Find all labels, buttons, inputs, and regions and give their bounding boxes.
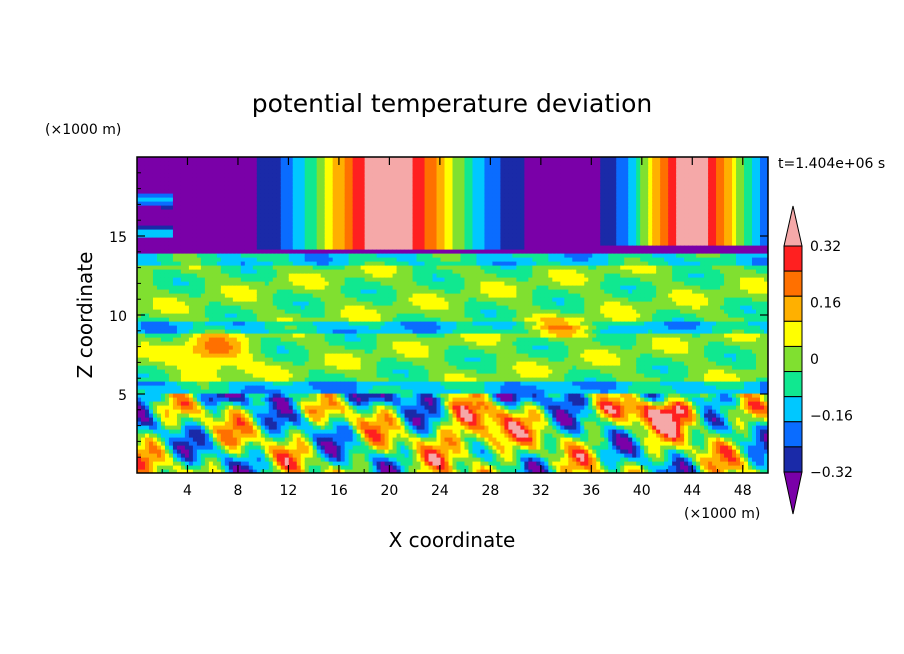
heatmap-field (137, 157, 768, 473)
x-tick-label: 40 (633, 483, 651, 499)
x-axis-unit: (×1000 m) (684, 506, 760, 522)
colorbar-tick-label: 0.16 (810, 296, 841, 312)
x-axis: 4 8 12 16 20 24 28 32 36 40 44 48 (161, 157, 752, 499)
x-tick-label: 28 (481, 483, 499, 499)
chart-title: potential temperature deviation (252, 89, 652, 118)
x-axis-label: X coordinate (389, 528, 516, 552)
x-tick-label: 24 (431, 483, 449, 499)
colorbar-swatch (783, 446, 803, 473)
x-tick-label: 20 (380, 483, 398, 499)
colorbar-extend-min (783, 471, 803, 515)
colorbar-swatch (783, 421, 803, 448)
y-tick-label: 10 (109, 309, 127, 325)
colorbar-swatch (783, 245, 803, 272)
x-tick-label: 8 (233, 483, 242, 499)
x-tick-label: 48 (734, 483, 752, 499)
x-tick-label: 36 (582, 483, 600, 499)
y-tick-label: 5 (118, 388, 127, 404)
colorbar-extend-max (783, 205, 803, 247)
colorbar-tick-label: −0.32 (810, 465, 853, 481)
colorbar-swatch (783, 371, 803, 398)
colorbar-tick-label: 0.32 (810, 239, 841, 255)
time-label: t=1.404e+06 s (778, 156, 885, 172)
x-tick-label: 16 (330, 483, 348, 499)
colorbar-swatch (783, 396, 803, 423)
y-axis: 5 10 15 (109, 172, 768, 458)
y-axis-label: Z coordinate (73, 252, 97, 379)
colorbar-tick-label: −0.16 (810, 409, 853, 425)
colorbar-swatch (783, 270, 803, 297)
colorbar-tick-label: 0 (810, 352, 819, 368)
x-tick-label: 32 (532, 483, 550, 499)
x-tick-label: 4 (183, 483, 192, 499)
y-axis-unit: (×1000 m) (45, 122, 121, 138)
x-tick-label: 44 (683, 483, 701, 499)
colorbar: −0.32 −0.16 0 0.16 0.32 (783, 205, 853, 515)
x-tick-label: 12 (280, 483, 298, 499)
colorbar-swatch (783, 320, 803, 347)
colorbar-swatch (783, 295, 803, 322)
colorbar-swatch (783, 345, 803, 373)
y-tick-label: 15 (109, 230, 127, 246)
